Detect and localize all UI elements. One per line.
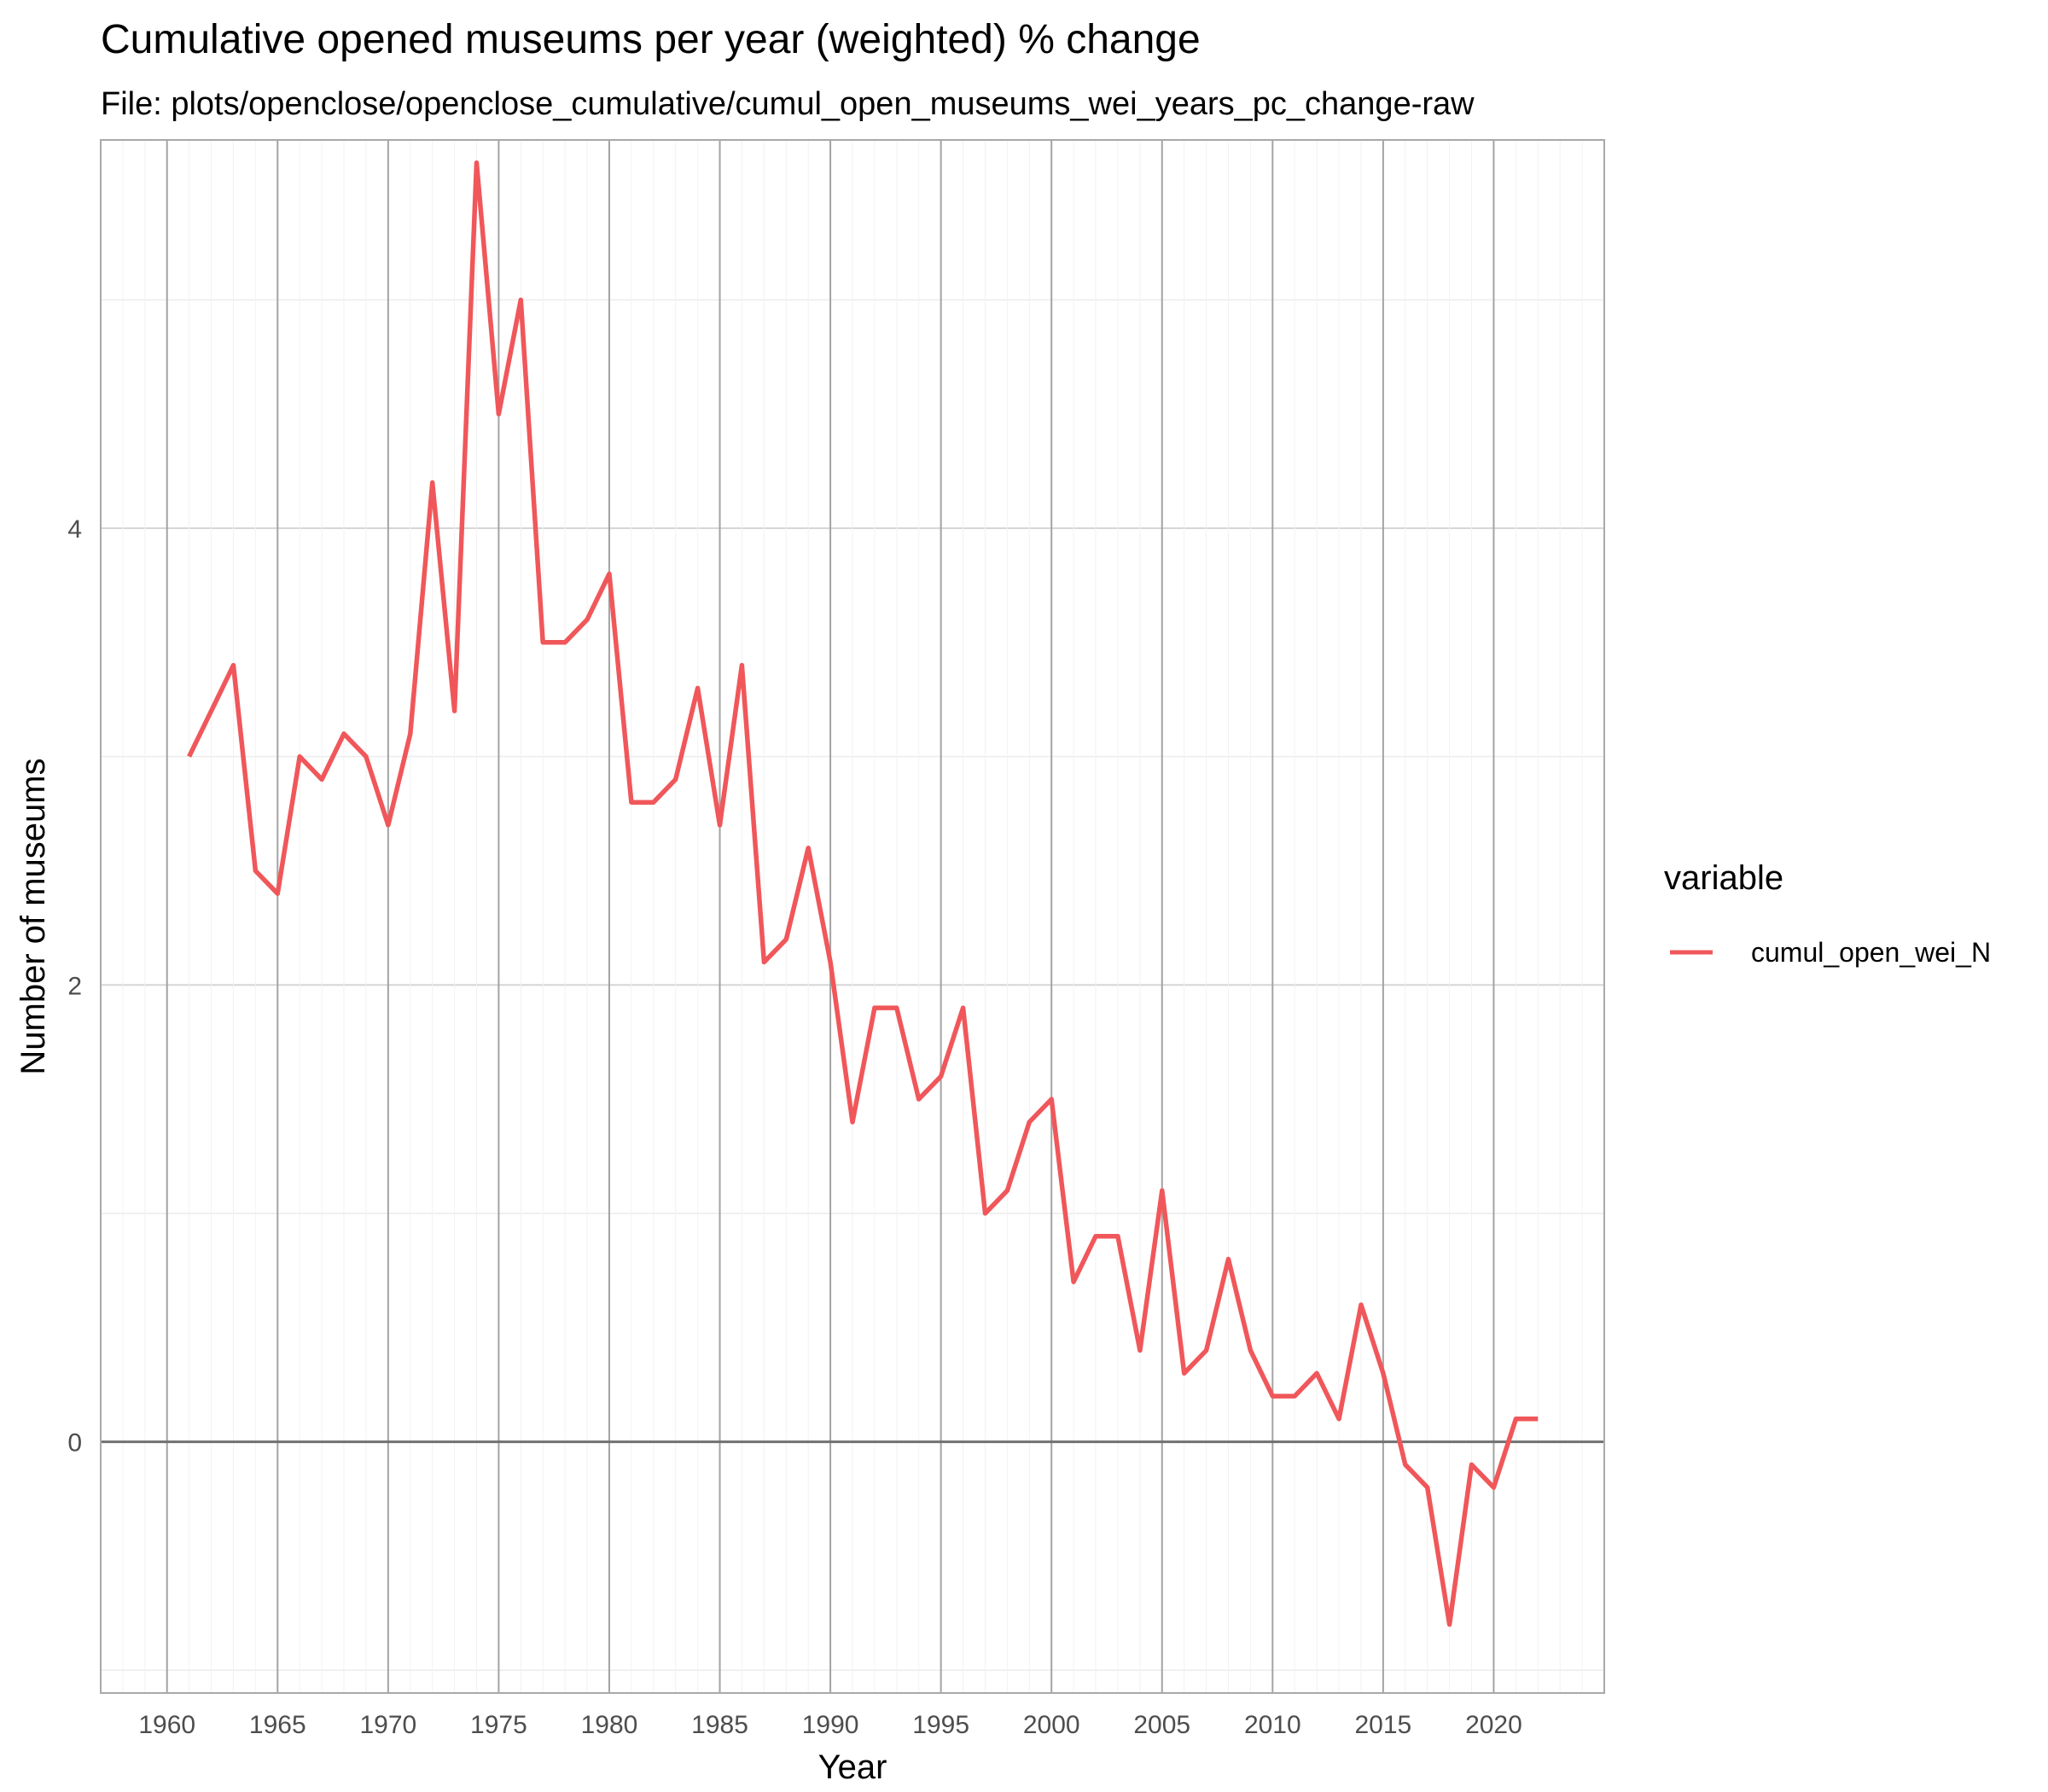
chart-title: Cumulative opened museums per year (weig… [101,17,1201,62]
legend-series-label: cumul_open_wei_N [1751,937,1991,968]
x-tick-label: 1995 [912,1711,969,1739]
x-tick-label: 1960 [138,1711,195,1739]
y-axis-title: Number of museums [15,758,52,1074]
x-tick-labels: 1960 1965 1970 1975 1980 1985 1990 1995 2000 2005… [138,1711,1521,1739]
y-tick-label: 4 [67,515,82,544]
x-tick-label: 2015 [1355,1711,1412,1739]
x-gridlines [100,140,1583,1693]
legend: variable cumul_open_wei_N [1664,859,1991,968]
x-tick-label: 1980 [581,1711,638,1739]
x-tick-label: 2005 [1133,1711,1190,1739]
x-tick-label: 2010 [1244,1711,1301,1739]
x-tick-label: 2020 [1465,1711,1522,1739]
x-axis-title: Year [818,1748,887,1786]
x-tick-label: 1975 [470,1711,527,1739]
x-tick-label: 1985 [691,1711,748,1739]
x-tick-label: 2000 [1023,1711,1080,1739]
x-tick-label: 1990 [802,1711,859,1739]
y-tick-labels: 0 2 4 [67,515,82,1457]
y-tick-label: 0 [67,1429,82,1457]
y-tick-label: 2 [67,972,82,1000]
series-line [187,160,1539,1627]
chart-subtitle: File: plots/openclose/openclose_cumulati… [101,86,1475,122]
x-tick-label: 1965 [249,1711,306,1739]
legend-title: variable [1664,859,1783,897]
x-tick-label: 1970 [359,1711,416,1739]
series-layer [187,160,1539,1627]
plot-border [100,139,1605,1694]
